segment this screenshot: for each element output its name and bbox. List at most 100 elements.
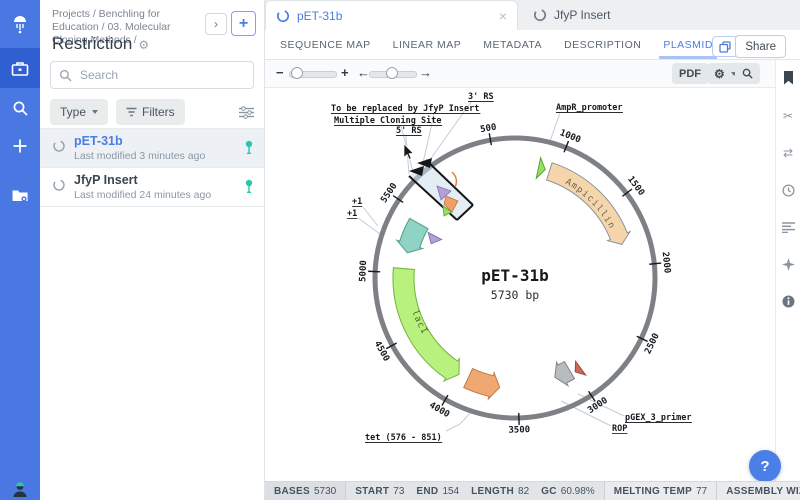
feature-purple-arrow[interactable] [427,231,443,245]
map-label-ampr-promoter[interactable]: AmpR_promoter [556,103,623,113]
close-tab-icon[interactable]: × [498,7,507,24]
page-title-text: Restriction [52,34,133,53]
sparkle-icon[interactable] [780,256,796,272]
map-label-5-rs[interactable]: 5' RS [396,126,422,136]
plasmid-pin-icon [245,140,253,154]
swap-arrows-icon[interactable]: ⇄ [782,146,794,160]
mcs-callout-line [425,159,474,206]
search-icon [59,69,72,81]
tab-linear-map[interactable]: LINEAR MAP [392,38,462,51]
scissors-icon[interactable]: ✂ [782,109,794,123]
map-search-button[interactable] [735,63,760,84]
tick-1500 [622,188,633,197]
create-plus-icon[interactable] [0,126,40,166]
melting-temp-value: 77 [696,485,708,497]
position-slider-knob[interactable] [386,67,398,79]
project-panel: Projects / Benchling for Education / 03.… [40,0,265,500]
item-name: pET-31b [74,134,123,148]
tick-label-4500: 4500 [372,339,391,363]
plasmid-ring-icon [276,9,290,22]
plasmid-map[interactable]: 500 1000150020002500300035004000450050005… [265,88,775,481]
assembly-wizard-button[interactable]: ASSEMBLY WIZARD [717,482,800,500]
map-label-3-rs[interactable]: 3' RS [468,92,494,102]
tick-label-4000: 4000 [427,401,451,420]
map-label-1[interactable]: +1 [347,209,357,219]
tab-jfyp-insert[interactable]: JfyP Insert [523,0,620,30]
tab-sequence-map[interactable]: SEQUENCE MAP [280,38,371,51]
feature-laci[interactable] [392,267,460,383]
breadcrumb[interactable]: Projects / Benchling for Education / 03.… [52,8,171,46]
search-box[interactable] [50,61,254,89]
zoom-out-button[interactable]: − [276,65,284,80]
tab-description[interactable]: DESCRIPTION [564,38,642,51]
tick-label-500: 500 [480,122,498,135]
folders-icon[interactable] [0,175,40,215]
bookmark-icon[interactable] [780,70,796,86]
map-label-pgex-3-primer[interactable]: pGEX_3_primer [625,412,692,423]
feature-ampicillin[interactable] [545,162,632,245]
mcs-mini-feature[interactable] [442,205,453,217]
plasmid-ring-icon [533,8,547,22]
tab-label: pET-31b [297,8,343,23]
feature-tet[interactable] [463,367,501,401]
map-toolbar: − + ← → PDF ⚙ [265,60,775,88]
feature-ampr-promoter-arrow[interactable] [535,155,546,180]
tab-metadata[interactable]: METADATA [483,38,543,51]
history-clock-icon[interactable] [780,182,796,198]
tick-label-2000: 2000 [660,251,672,274]
status-bar: BASES 5730 START 73 END 154 LENGTH 82 GC 60.… [265,481,800,500]
info-icon[interactable] [780,293,796,309]
mcs-mini-feature [451,171,458,188]
map-label-multiple-cloning-site[interactable]: Multiple Cloning Site [334,115,441,126]
pdf-export-button[interactable]: PDF [672,63,708,84]
new-item-button[interactable]: + [231,11,256,36]
feature-pgex-3-primer-arrow[interactable] [574,359,587,376]
type-dropdown[interactable]: Type [50,99,109,125]
filters-button[interactable]: Filters [116,99,185,125]
mcs-mini-feature[interactable] [436,185,452,201]
tick-1000 [563,140,570,153]
tick-label-1000: 1000 [558,128,582,145]
position-slider[interactable] [369,67,417,79]
search-nav-icon[interactable] [0,88,40,128]
benchling-logo-icon[interactable] [0,4,40,44]
share-button[interactable]: Share [735,35,786,58]
feature-teal-arrow[interactable] [395,217,429,254]
zoom-in-button[interactable]: + [341,65,349,80]
feature-rop[interactable] [554,360,576,387]
zoom-slider-knob[interactable] [291,67,303,79]
map-settings-button[interactable]: ⚙ [707,63,744,84]
tick-label-2500: 2500 [643,332,661,356]
status-selection: START 73 END 154 LENGTH 82 GC 60.98% [346,482,605,500]
help-button[interactable]: ? [749,450,781,482]
list-item-pet-31b[interactable]: pET-31b Last modified 3 minutes ago [40,128,264,167]
map-label-rop[interactable]: ROP [612,424,627,434]
leader-line [422,113,435,164]
map-label-to-be-replaced-by-jfyp-insert[interactable]: To be replaced by JfyP Insert [331,104,479,114]
tab-pet-31b[interactable]: pET-31b × [265,0,518,30]
settings-gear-icon[interactable]: ⚙ [138,38,150,52]
share-button-label: Share [745,40,776,53]
display-settings-icon[interactable] [239,105,254,119]
projects-icon[interactable] [0,48,40,88]
duplicate-button[interactable] [712,36,738,57]
status-melting-temp: MELTING TEMP 77 [604,482,718,500]
tab-plasmid[interactable]: PLASMID [659,30,717,59]
map-label-1[interactable]: +1 [352,197,362,207]
document-tab-bar: pET-31b × JfyP Insert [265,0,800,30]
type-dropdown-label: Type [60,105,87,119]
zoom-slider[interactable] [289,67,337,79]
collapse-panel-button[interactable]: › [205,13,227,35]
list-item-jfyp-insert[interactable]: JfyP Insert Last modified 24 minutes ago [40,167,264,207]
scroll-left-button[interactable]: ← [357,65,370,80]
status-bases: BASES 5730 [265,482,347,500]
map-label-tet-576-851[interactable]: tet (576 - 851) [365,433,442,443]
scroll-right-button[interactable]: → [419,65,432,80]
user-avatar[interactable] [0,470,40,500]
search-input[interactable] [78,67,245,83]
end-value: 154 [442,485,460,497]
search-icon [742,68,753,79]
tick-4000 [441,394,449,406]
align-lines-icon[interactable] [780,219,796,235]
assembly-wizard-label: ASSEMBLY WIZARD [726,485,800,497]
